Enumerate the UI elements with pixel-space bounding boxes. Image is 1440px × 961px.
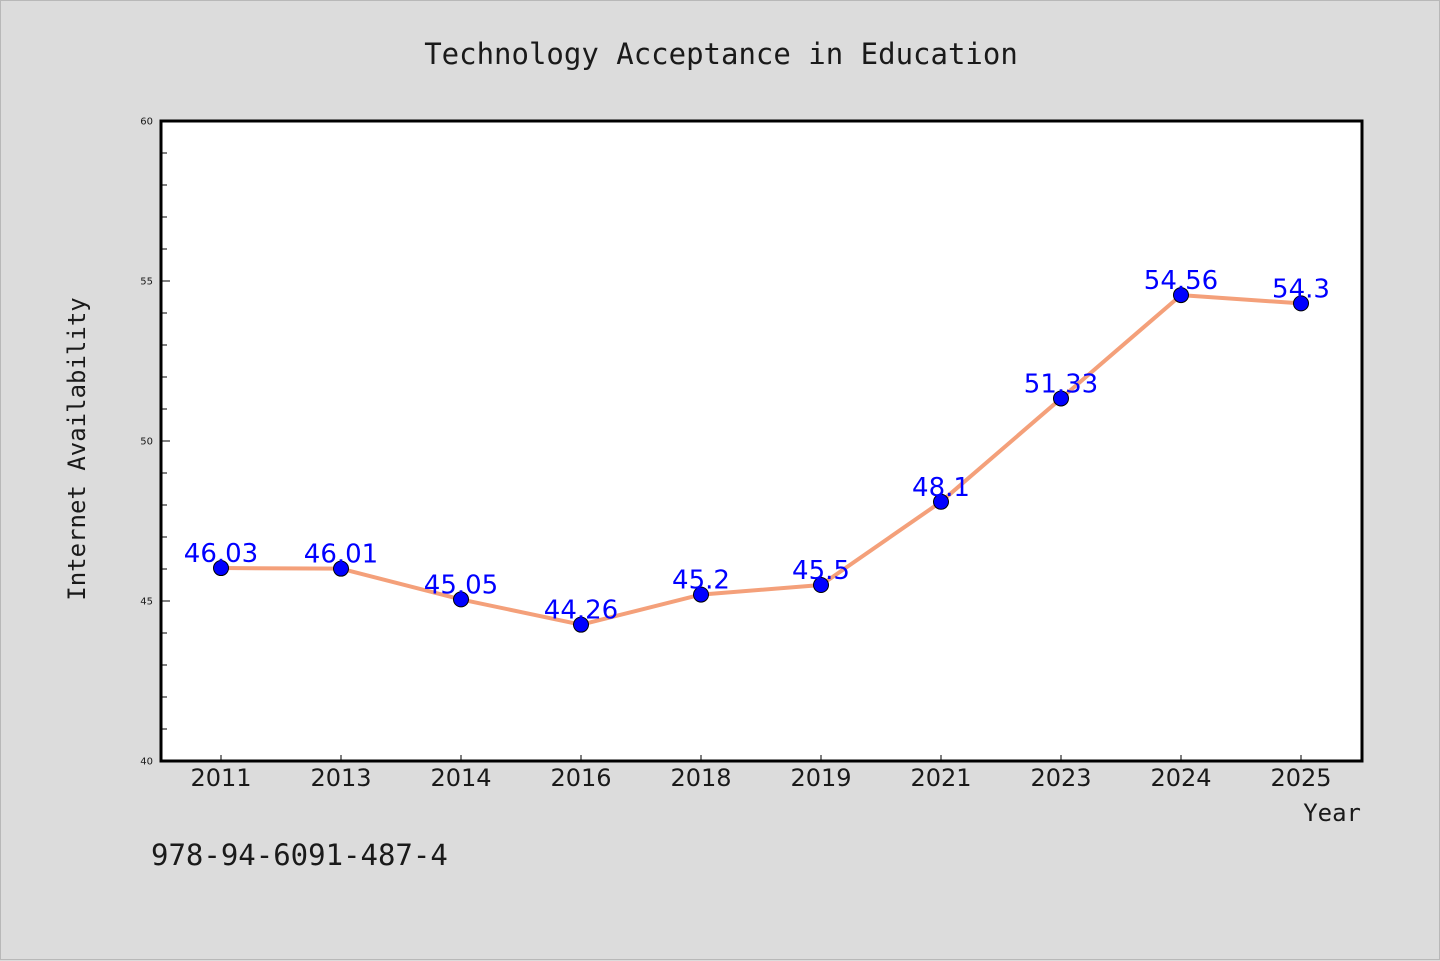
chart-title: Technology Acceptance in Education bbox=[424, 37, 1018, 71]
data-labels: 46.03 46.01 45.05 44.26 45.2 45.5 48.1 51.33 54.… bbox=[184, 266, 1330, 626]
x-tick-label: 2023 bbox=[1030, 764, 1091, 792]
isbn-footer: 978-94-6091-487-4 bbox=[151, 838, 448, 872]
x-tick-label: 2019 bbox=[790, 764, 851, 792]
y-tick-label: 45 bbox=[140, 597, 153, 608]
data-point bbox=[1053, 390, 1069, 407]
data-point bbox=[693, 586, 709, 603]
y-axis-ticks bbox=[161, 120, 170, 762]
data-label: 46.03 bbox=[184, 539, 258, 569]
y-tick-label: 40 bbox=[140, 757, 153, 768]
plot-area bbox=[159, 119, 1364, 763]
data-point bbox=[1293, 295, 1309, 312]
x-axis-tick-labels: 2011 2013 2014 2016 2018 2019 2021 2023 2024 2025 bbox=[190, 764, 1331, 792]
data-point bbox=[573, 616, 589, 633]
data-label: 45.2 bbox=[672, 566, 730, 596]
series-markers bbox=[213, 287, 1309, 633]
x-tick-label: 2016 bbox=[550, 764, 611, 792]
data-label: 54.3 bbox=[1272, 274, 1330, 304]
data-point bbox=[453, 591, 469, 608]
y-tick-label: 55 bbox=[140, 277, 153, 288]
data-label: 44.26 bbox=[544, 596, 618, 626]
y-axis-label: Internet Availability bbox=[63, 297, 91, 600]
x-tick-label: 2018 bbox=[670, 764, 731, 792]
data-point bbox=[1173, 287, 1189, 304]
series-line bbox=[219, 293, 1303, 627]
series-lines bbox=[219, 293, 1303, 627]
data-point bbox=[933, 493, 949, 510]
data-label: 45.5 bbox=[792, 556, 850, 586]
data-point bbox=[213, 560, 229, 577]
data-label: 45.05 bbox=[424, 570, 498, 600]
data-point bbox=[813, 577, 829, 593]
data-label: 51.33 bbox=[1024, 369, 1098, 399]
y-axis-tick-labels: 40 45 50 55 60 bbox=[140, 117, 153, 768]
x-axis-ticks bbox=[220, 755, 1302, 761]
data-point bbox=[333, 560, 349, 577]
y-tick-label: 60 bbox=[140, 117, 153, 128]
x-tick-label: 2014 bbox=[430, 764, 491, 792]
data-label: 46.01 bbox=[304, 540, 378, 570]
x-axis-label: Year bbox=[1303, 799, 1361, 827]
x-tick-label: 2021 bbox=[910, 764, 971, 792]
data-label: 54.56 bbox=[1144, 266, 1218, 296]
x-tick-label: 2011 bbox=[190, 764, 251, 792]
x-tick-label: 2024 bbox=[1150, 764, 1211, 792]
x-tick-label: 2025 bbox=[1270, 764, 1331, 792]
x-tick-label: 2013 bbox=[310, 764, 371, 792]
y-tick-label: 50 bbox=[140, 437, 153, 448]
data-label: 48.1 bbox=[912, 473, 970, 503]
